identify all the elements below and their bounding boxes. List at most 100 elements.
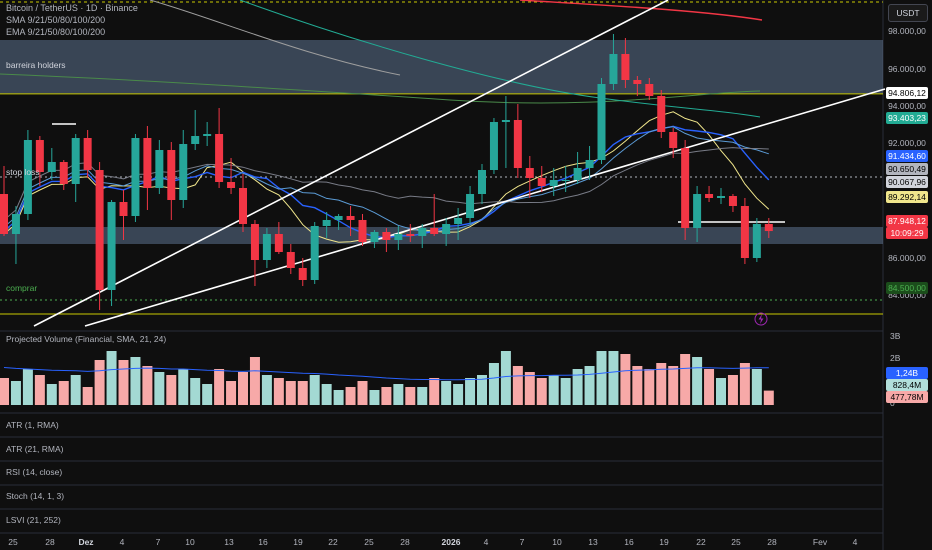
candle-body (621, 54, 630, 80)
volume-bar (297, 381, 308, 405)
volume-pane-label[interactable]: Projected Volume (Financial, SMA, 21, 24… (6, 334, 167, 344)
time-axis-label: 4 (483, 537, 489, 547)
volume-bar (393, 384, 404, 405)
candle-body (740, 206, 749, 258)
price-axis-label: 96.000,00 (888, 64, 926, 74)
time-axis-label: 25 (8, 537, 18, 547)
volume-bar (536, 378, 547, 405)
volume-bar (417, 387, 428, 405)
time-axis-label: 2026 (441, 537, 461, 547)
volume-axis-label: 0 (890, 398, 895, 408)
volume-bar (58, 381, 69, 405)
candle-body (59, 162, 68, 184)
candle-body (597, 84, 606, 160)
volume-bar (345, 387, 356, 405)
buy-label: comprar (6, 283, 38, 293)
candle-body (334, 216, 343, 220)
volume-bar (82, 387, 93, 405)
candle-body (346, 216, 355, 220)
volume-bar (118, 360, 129, 405)
candle-body (322, 220, 331, 226)
volume-bar (584, 366, 595, 405)
candle-body (645, 84, 654, 96)
price-tag-94806: 94.806,12 (886, 87, 928, 99)
volume-bar (106, 351, 117, 405)
volume-bar (369, 390, 380, 405)
resistance-zone (0, 40, 883, 94)
candle-body (0, 194, 8, 234)
volume-bar (142, 366, 153, 405)
candle-body (442, 224, 451, 234)
atr21-pane-label[interactable]: ATR (21, RMA) (6, 444, 64, 454)
volume-bar (154, 372, 165, 405)
candle-body (430, 228, 439, 234)
time-axis-label: 10 (552, 537, 562, 547)
time-axis-label: 28 (45, 537, 55, 547)
volume-bar (441, 381, 452, 405)
volume-bar (22, 369, 33, 405)
volume-bar (0, 378, 9, 405)
candle-body (203, 134, 212, 136)
price-axis-label: 92.000,00 (888, 138, 926, 148)
volume-bar (249, 357, 260, 405)
last-price-tag: 87.948,12 (886, 215, 928, 227)
atr1-pane-label[interactable]: ATR (1, RMA) (6, 420, 59, 430)
volume-bar (34, 375, 45, 405)
time-axis-label: 13 (224, 537, 234, 547)
candle-body (717, 196, 725, 198)
candle-body (406, 234, 415, 236)
volume-bar (273, 378, 284, 405)
candle-body (537, 178, 546, 186)
volume-bar (524, 372, 535, 405)
candle-body (143, 138, 152, 188)
price-axis-label: 84.000,00 (888, 290, 926, 300)
volume-bar (285, 381, 296, 405)
stoch-pane-label[interactable]: Stoch (14, 1, 3) (6, 491, 65, 501)
time-axis-label: 7 (155, 537, 161, 547)
ema-legend[interactable]: EMA 9/21/50/80/100/200 (6, 27, 106, 37)
volume-bar (560, 378, 571, 405)
time-axis-label: 28 (400, 537, 410, 547)
currency-button[interactable]: USDT (888, 4, 928, 22)
candle-body (298, 268, 307, 280)
volume-bar (202, 384, 213, 405)
time-axis-label: 16 (624, 537, 634, 547)
lsvi-pane-label[interactable]: LSVI (21, 252) (6, 515, 61, 525)
candle-body (71, 138, 80, 184)
volume-bar (608, 351, 619, 405)
volume-bar (226, 381, 237, 405)
ema-200-line (149, 0, 401, 76)
candle-body (693, 194, 702, 228)
volume-bar (321, 384, 332, 405)
candle-body (561, 180, 570, 181)
volume-bar (620, 354, 631, 405)
chart-title: Bitcoin / TetherUS · 1D · Binance (6, 3, 138, 13)
price-axis-label: 86.000,00 (888, 253, 926, 263)
trendline-up-steep (33, 0, 669, 327)
candle-body (35, 140, 44, 172)
candle-body (705, 194, 714, 198)
candle-body (609, 54, 618, 84)
volume-bar (381, 387, 392, 405)
volume-bar (680, 354, 691, 405)
volume-bar (739, 363, 750, 405)
candle-body (585, 160, 594, 168)
candle-body (489, 122, 498, 170)
candle-body (107, 202, 116, 290)
volume-bar (453, 384, 464, 405)
candle-body (179, 144, 188, 200)
volume-sma-line (3, 367, 769, 381)
volume-bar (357, 381, 368, 405)
price-tag-93403: 93.403,23 (886, 112, 928, 124)
volume-axis-label: 3B (890, 331, 901, 341)
time-axis-label: 22 (328, 537, 338, 547)
candle-body (501, 120, 510, 122)
candle-body (669, 132, 678, 148)
volume-bar (512, 366, 523, 405)
sma-legend[interactable]: SMA 9/21/50/80/100/200 (6, 15, 106, 25)
volume-bar (166, 375, 177, 405)
lightning-icon[interactable] (754, 312, 768, 326)
time-axis-label: 4 (119, 537, 125, 547)
rsi-pane-label[interactable]: RSI (14, close) (6, 467, 63, 477)
